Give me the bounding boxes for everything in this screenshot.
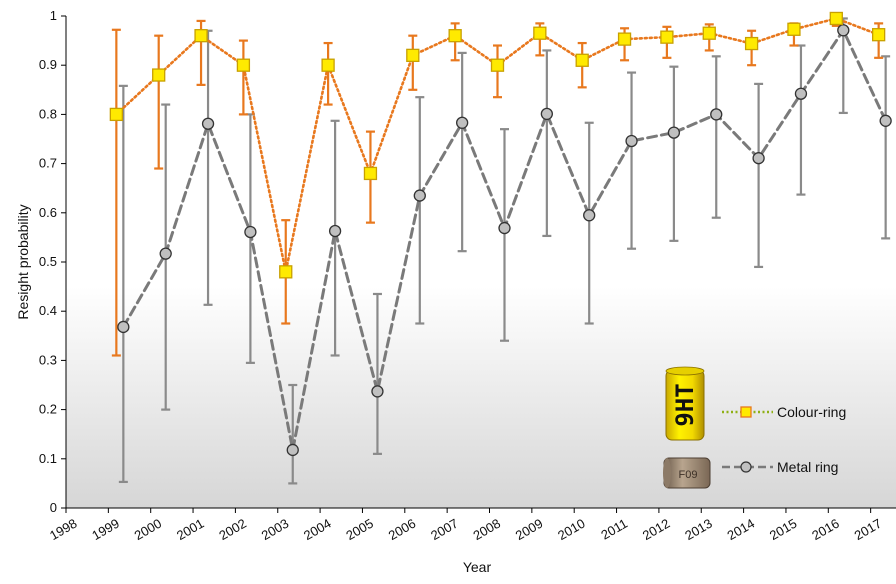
x-tick-label: 2003 (259, 516, 292, 543)
colour-ring-point (448, 29, 462, 43)
colour-ring-point (490, 58, 505, 72)
x-tick-label: 2004 (301, 516, 334, 543)
metal-ring-point (159, 247, 172, 260)
colour-ring-point (872, 28, 886, 42)
colour-ring-point (236, 58, 251, 72)
legend-metal-ring-label: Metal ring (777, 459, 838, 475)
y-tick-label: 1 (50, 8, 57, 23)
colour-ring-point (702, 26, 716, 40)
colour-ring-point (194, 29, 208, 43)
colour-ring-point (575, 53, 589, 67)
x-tick-label: 2016 (809, 516, 842, 543)
x-tick-label: 2006 (386, 516, 419, 543)
y-ticks: 0 0.1 0.2 0.3 0.4 0.5 0.6 0.7 0.8 0.9 1 (39, 8, 66, 515)
metal-ring-point (752, 152, 765, 165)
x-axis-title: Year (463, 559, 492, 575)
y-tick-label: 0.4 (39, 303, 57, 318)
y-tick-label: 0.6 (39, 205, 57, 220)
metal-ring-point (710, 108, 723, 121)
x-tick-label: 2011 (598, 516, 630, 543)
x-tick-label: 2002 (216, 516, 249, 543)
colour-ring-point (363, 166, 378, 181)
colour-ring-point (617, 32, 632, 46)
x-tick-label: 1998 (47, 516, 80, 543)
y-axis-title: Resight probability (15, 204, 31, 319)
metal-ring-markers (117, 24, 892, 457)
colour-ring-point (660, 30, 674, 44)
colour-ring-point (533, 26, 547, 40)
colour-ring-markers (109, 11, 886, 279)
metal-ring-code: F09 (679, 469, 698, 481)
x-tick-label: 2009 (513, 516, 546, 543)
metal-ring-point (286, 443, 299, 457)
x-ticks: 1998 1999 2000 2001 2002 2003 2004 2005 2006 2007… (47, 508, 884, 543)
colour-ring-code: 9HT (671, 383, 699, 426)
x-tick-label: 2005 (343, 516, 376, 543)
legend-items: Colour-ring Metal ring (722, 404, 846, 475)
y-tick-label: 0.1 (39, 451, 57, 466)
metal-ring-point (625, 134, 638, 148)
x-tick-label: 2007 (428, 516, 461, 543)
colour-ring-point (152, 68, 166, 82)
x-tick-label: 2014 (725, 516, 758, 543)
x-tick-label: 2015 (767, 516, 800, 543)
legend: 9HT F09 Colour-ring Metal ring (663, 366, 846, 489)
x-tick-label: 2012 (640, 516, 673, 543)
metal-ring-point (117, 320, 130, 334)
metal-ring-point (244, 225, 257, 239)
x-tick-label: 2013 (682, 516, 715, 543)
legend-colour-ring-marker (740, 406, 752, 418)
metal-ring-point (879, 114, 892, 127)
x-tick-label: 2010 (555, 516, 588, 543)
legend-colour-ring-label: Colour-ring (777, 404, 846, 420)
colour-ring-point (829, 11, 843, 26)
colour-ring-point (406, 48, 420, 63)
colour-ring-point (109, 107, 123, 122)
metal-ring-point (201, 117, 215, 130)
metal-ring-image: F09 (663, 457, 711, 489)
colour-ring-point (787, 22, 801, 36)
metal-ring-point (667, 126, 681, 139)
colour-ring-point (321, 58, 335, 72)
y-tick-label: 0.7 (39, 156, 57, 171)
metal-ring-point (455, 116, 469, 129)
metal-ring-point (328, 224, 342, 238)
x-tick-label: 2000 (132, 516, 165, 543)
series-layer (109, 11, 892, 485)
x-tick-label: 2008 (470, 516, 503, 543)
y-tick-label: 0.8 (39, 106, 57, 121)
colour-ring-point (744, 36, 759, 51)
y-tick-label: 0.5 (39, 254, 57, 269)
metal-ring-point (371, 385, 384, 398)
plot-background (66, 16, 896, 508)
y-tick-label: 0 (50, 500, 57, 515)
y-tick-label: 0.9 (39, 57, 57, 72)
y-tick-label: 0.2 (39, 402, 57, 417)
metal-ring-point (540, 107, 553, 121)
colour-ring-point (279, 265, 293, 279)
metal-ring-point (583, 209, 596, 222)
metal-ring-point (413, 189, 426, 202)
legend-metal-ring-marker (740, 461, 752, 473)
colour-ring-image: 9HT (665, 366, 705, 441)
metal-ring-point (498, 221, 511, 235)
y-tick-label: 0.3 (39, 352, 57, 367)
metal-ring-point (837, 24, 850, 37)
x-tick-label: 2017 (852, 516, 885, 543)
metal-ring-point (794, 87, 808, 100)
x-tick-label: 1999 (89, 516, 122, 543)
x-tick-label: 2001 (174, 516, 207, 543)
